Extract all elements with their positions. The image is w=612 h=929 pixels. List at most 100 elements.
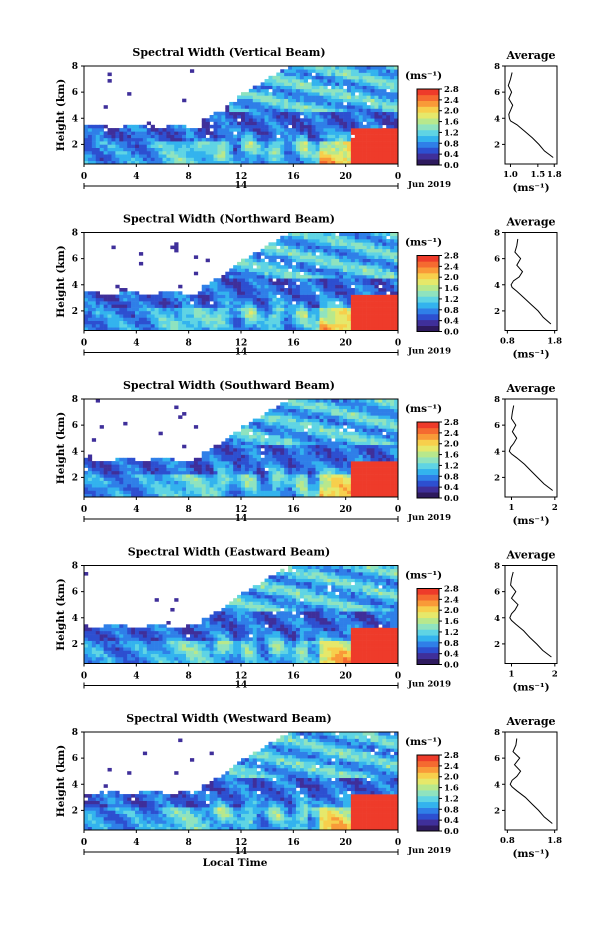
heatmap-cell xyxy=(378,317,383,321)
heatmap-cell xyxy=(276,271,281,276)
heatmap-cell xyxy=(323,88,328,93)
heatmap-cell xyxy=(87,147,93,152)
heatmap-cell xyxy=(343,160,348,165)
heatmap-cell xyxy=(386,121,391,126)
heatmap-cell xyxy=(335,265,340,269)
heatmap-cell xyxy=(252,291,257,295)
heatmap-cell xyxy=(127,291,132,295)
heatmap-cell xyxy=(280,474,285,478)
heatmap-cell xyxy=(386,137,391,142)
heatmap-cell xyxy=(84,483,89,488)
profile-y-tick-label: 2 xyxy=(494,140,500,150)
heatmap-cell xyxy=(339,425,344,429)
heatmap-cell xyxy=(350,147,356,152)
heatmap-cell xyxy=(276,425,281,429)
heatmap-cell xyxy=(370,448,375,452)
heatmap-cell xyxy=(311,327,316,331)
heatmap-cell xyxy=(284,98,289,103)
heatmap-cell xyxy=(95,144,100,148)
heatmap-cell xyxy=(146,477,152,481)
heatmap-cell xyxy=(268,154,273,158)
heatmap-cell xyxy=(280,418,285,423)
heatmap-cell xyxy=(241,487,246,491)
heatmap-cell xyxy=(358,95,363,99)
heatmap-cell xyxy=(327,327,332,331)
heatmap-cell xyxy=(288,434,293,439)
heatmap-cell xyxy=(276,105,281,109)
heatmap-cell xyxy=(366,421,371,426)
heatmap-cell xyxy=(131,493,136,498)
heatmap-cell xyxy=(123,323,128,328)
heatmap-cell xyxy=(284,88,289,93)
heatmap-cell xyxy=(272,441,277,446)
heatmap-cell xyxy=(280,281,285,286)
heatmap-cell xyxy=(327,101,332,106)
heatmap-cell xyxy=(252,85,257,90)
heatmap-cell xyxy=(343,483,348,488)
heatmap-cell xyxy=(362,291,367,295)
heatmap-cell xyxy=(138,128,144,132)
heatmap-cell xyxy=(87,457,93,462)
heatmap-cell xyxy=(241,141,246,145)
heatmap-cell xyxy=(331,232,336,237)
heatmap-cell xyxy=(343,95,348,99)
heatmap-cell xyxy=(95,157,100,162)
heatmap-cell xyxy=(260,271,265,276)
heatmap-cell xyxy=(323,274,328,279)
heatmap-cell xyxy=(362,470,367,475)
heatmap-cell xyxy=(154,474,159,478)
heatmap-cell xyxy=(374,444,379,449)
heatmap-cell xyxy=(182,461,187,465)
heatmap-cell xyxy=(260,434,265,439)
heatmap-cell xyxy=(370,252,375,256)
heatmap-cell xyxy=(366,66,371,70)
heatmap-cell xyxy=(248,157,254,162)
heatmap-cell xyxy=(162,320,167,325)
heatmap-cell xyxy=(346,323,352,328)
heatmap-cell xyxy=(307,242,312,246)
heatmap-cell xyxy=(209,297,214,302)
heatmap-cell xyxy=(358,477,363,481)
heatmap-cell xyxy=(374,399,379,403)
heatmap-cell xyxy=(221,301,226,305)
heatmap-cell xyxy=(327,310,332,315)
heatmap-cell xyxy=(295,252,301,256)
heatmap-cell xyxy=(307,95,312,99)
heatmap-cell xyxy=(91,124,97,129)
heatmap-cell xyxy=(146,121,152,126)
heatmap-cell xyxy=(213,487,218,491)
heatmap-cell xyxy=(280,454,285,459)
heatmap-cell xyxy=(339,323,344,328)
heatmap-cell xyxy=(127,147,132,152)
heatmap-cell xyxy=(178,301,183,305)
heatmap-cell xyxy=(339,408,344,413)
heatmap-cell xyxy=(350,418,356,423)
heatmap-cell xyxy=(174,150,179,155)
heatmap-cell xyxy=(193,474,199,478)
heatmap-cell xyxy=(311,480,316,485)
heatmap-cell xyxy=(115,157,120,162)
heatmap-cell xyxy=(374,124,379,129)
heatmap-cell xyxy=(150,487,155,491)
heatmap-cell xyxy=(319,248,324,253)
heatmap-cell xyxy=(237,281,242,286)
heatmap-cell xyxy=(174,304,179,308)
heatmap-cell xyxy=(307,235,312,240)
heatmap-cell xyxy=(354,271,360,276)
heatmap-cell xyxy=(327,239,332,243)
heatmap-cell xyxy=(272,141,277,145)
heatmap-cell xyxy=(394,245,399,250)
heatmap-cell xyxy=(225,134,230,139)
heatmap-cell xyxy=(370,470,375,475)
heatmap-cell xyxy=(186,490,191,495)
heatmap-cell xyxy=(189,320,195,325)
heatmap-cell xyxy=(197,128,203,132)
heatmap-cell xyxy=(358,128,363,132)
heatmap-cell xyxy=(354,467,360,472)
heatmap-cell xyxy=(241,493,246,498)
heatmap-cell xyxy=(343,124,348,129)
heatmap-cell xyxy=(323,467,328,472)
heatmap-cell xyxy=(382,239,387,243)
heatmap-cell xyxy=(248,490,254,495)
heatmap-cell xyxy=(142,310,148,315)
